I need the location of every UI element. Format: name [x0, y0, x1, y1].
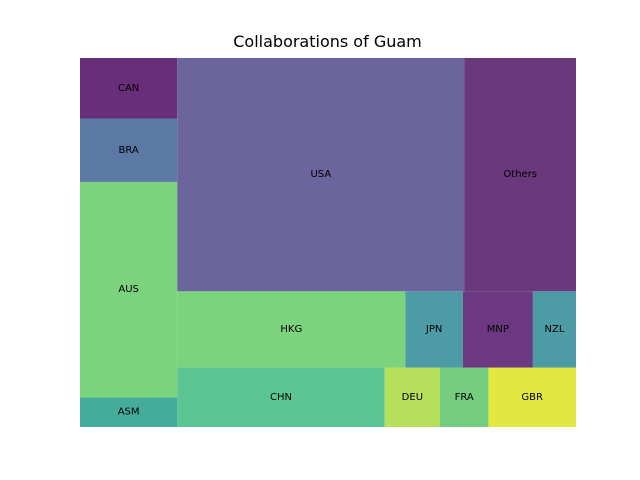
treemap-label-bra: BRA — [119, 145, 139, 156]
treemap-rect-deu — [384, 367, 441, 427]
treemap-label-gbr: GBR — [521, 392, 543, 403]
treemap-label-usa: USA — [310, 169, 331, 180]
treemap-rect-bra — [80, 118, 178, 182]
treemap-rect-aus — [80, 181, 178, 398]
treemap-rect-gbr — [488, 367, 576, 427]
treemap-rect-fra — [440, 367, 489, 427]
treemap-rect-nzl — [532, 291, 576, 368]
treemap-rect-can — [80, 58, 178, 119]
treemap-cell-can: CAN — [80, 58, 178, 119]
treemap-cell-nzl: NZL — [532, 291, 576, 368]
treemap-rect-hkg — [177, 291, 406, 368]
treemap-rect-asm — [80, 397, 178, 427]
treemap-cell-hkg: HKG — [177, 291, 406, 368]
treemap-cell-jpn: JPN — [405, 291, 463, 368]
treemap-label-jpn: JPN — [425, 324, 442, 335]
treemap-cell-usa: USA — [177, 58, 465, 292]
treemap-rect-jpn — [405, 291, 463, 368]
treemap-label-others: Others — [503, 169, 537, 180]
treemap-label-deu: DEU — [402, 392, 423, 403]
treemap-label-fra: FRA — [455, 392, 474, 403]
treemap-cell-bra: BRA — [80, 118, 178, 182]
treemap-cell-gbr: GBR — [488, 367, 576, 427]
treemap-label-chn: CHN — [270, 392, 292, 403]
treemap-rect-chn — [177, 367, 385, 427]
treemap-cell-others: Others — [464, 58, 576, 292]
treemap-rect-mnp — [462, 291, 533, 368]
treemap-cell-aus: AUS — [80, 181, 178, 398]
treemap-label-nzl: NZL — [544, 324, 564, 335]
chart-title: Collaborations of Guam — [233, 32, 422, 51]
treemap-rect-usa — [177, 58, 465, 292]
treemap-label-hkg: HKG — [280, 324, 302, 335]
treemap-label-mnp: MNP — [487, 324, 509, 335]
treemap-cell-mnp: MNP — [462, 291, 533, 368]
treemap-cell-deu: DEU — [384, 367, 441, 427]
treemap-cell-chn: CHN — [177, 367, 385, 427]
treemap-label-can: CAN — [118, 83, 139, 94]
treemap-cell-asm: ASM — [80, 397, 178, 427]
treemap-label-aus: AUS — [118, 284, 139, 295]
treemap-label-asm: ASM — [118, 407, 140, 418]
treemap-cell-fra: FRA — [440, 367, 489, 427]
treemap-rect-others — [464, 58, 576, 292]
